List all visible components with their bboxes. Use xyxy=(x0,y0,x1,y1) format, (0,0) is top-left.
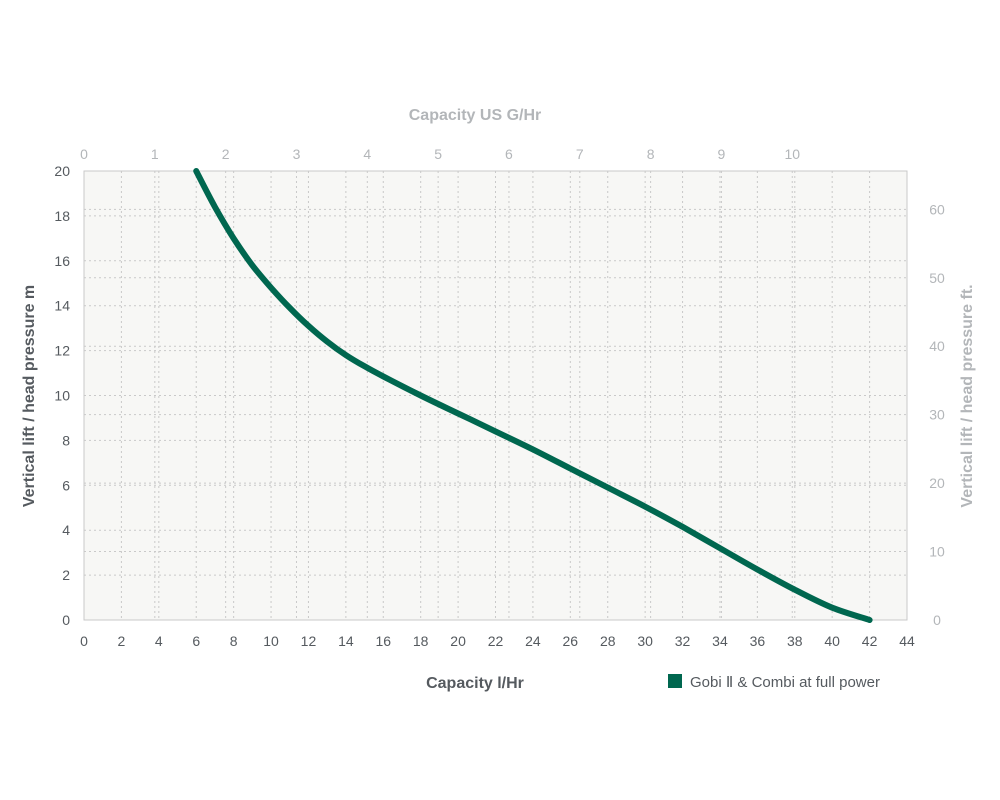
x-tick-label: 28 xyxy=(600,633,616,649)
x2-tick-label: 3 xyxy=(293,146,301,162)
x-tick-label: 0 xyxy=(80,633,88,649)
x2-tick-label: 4 xyxy=(363,146,371,162)
x-tick-label: 32 xyxy=(675,633,691,649)
x-tick-label: 20 xyxy=(450,633,466,649)
x-tick-label: 30 xyxy=(637,633,653,649)
x-tick-label: 40 xyxy=(824,633,840,649)
top-axis-title: Capacity US G/Hr xyxy=(409,107,541,124)
x-tick-label: 4 xyxy=(155,633,163,649)
y-tick-label: 18 xyxy=(54,208,70,224)
tick-labels: 0 2 4 6 8 10 12 14 16 18 20 22 24 26 28 30 32 34 36 38 40 42 4… xyxy=(54,146,945,649)
y2-tick-label: 10 xyxy=(929,544,945,560)
x-tick-label: 18 xyxy=(413,633,429,649)
x-tick-label: 12 xyxy=(301,633,317,649)
x-tick-label: 26 xyxy=(563,633,579,649)
x-tick-label: 10 xyxy=(263,633,279,649)
y2-tick-label: 0 xyxy=(933,612,941,628)
x2-tick-label: 10 xyxy=(784,146,800,162)
y-tick-label: 16 xyxy=(54,253,70,269)
y-tick-label: 8 xyxy=(62,432,70,448)
x2-tick-label: 5 xyxy=(434,146,442,162)
y2-tick-label: 40 xyxy=(929,338,945,354)
x2-tick-label: 2 xyxy=(222,146,230,162)
y2-tick-label: 50 xyxy=(929,270,945,286)
x2-tick-label: 0 xyxy=(80,146,88,162)
series xyxy=(193,168,873,623)
x2-tick-label: 1 xyxy=(151,146,159,162)
y-tick-label: 4 xyxy=(62,522,70,538)
x2-tick-label: 7 xyxy=(576,146,584,162)
bottom-axis-title: Capacity l/Hr xyxy=(426,675,524,692)
x-tick-label: 6 xyxy=(192,633,200,649)
x2-tick-label: 9 xyxy=(718,146,726,162)
legend-swatch xyxy=(668,674,682,688)
x-tick-label: 24 xyxy=(525,633,541,649)
grid xyxy=(84,171,907,620)
x-tick-label: 22 xyxy=(488,633,504,649)
x-tick-label: 8 xyxy=(230,633,238,649)
legend-label: Gobi Ⅱ & Combi at full power xyxy=(690,674,880,691)
x2-tick-label: 6 xyxy=(505,146,513,162)
y-tick-label: 2 xyxy=(62,567,70,583)
x-tick-label: 38 xyxy=(787,633,803,649)
y2-tick-label: 60 xyxy=(929,201,945,217)
x-tick-label: 2 xyxy=(118,633,126,649)
x-tick-label: 42 xyxy=(862,633,878,649)
x-tick-label: 36 xyxy=(750,633,766,649)
y-tick-label: 0 xyxy=(62,612,70,628)
series-line xyxy=(193,168,873,623)
y-tick-label: 6 xyxy=(62,477,70,493)
x-tick-label: 44 xyxy=(899,633,915,649)
x-tick-label: 16 xyxy=(375,633,391,649)
y-tick-label: 12 xyxy=(54,343,70,359)
y-tick-label: 10 xyxy=(54,388,70,404)
y2-tick-label: 30 xyxy=(929,407,945,423)
y-tick-label: 20 xyxy=(54,163,70,179)
right-axis-title: Vertical lift / head pressure ft. xyxy=(959,284,976,507)
x-tick-label: 34 xyxy=(712,633,728,649)
y2-tick-label: 20 xyxy=(929,475,945,491)
legend: Gobi Ⅱ & Combi at full power xyxy=(668,674,880,691)
left-axis-title: Vertical lift / head pressure m xyxy=(21,285,38,507)
x-tick-label: 14 xyxy=(338,633,354,649)
x2-tick-label: 8 xyxy=(647,146,655,162)
y-tick-label: 14 xyxy=(54,298,70,314)
